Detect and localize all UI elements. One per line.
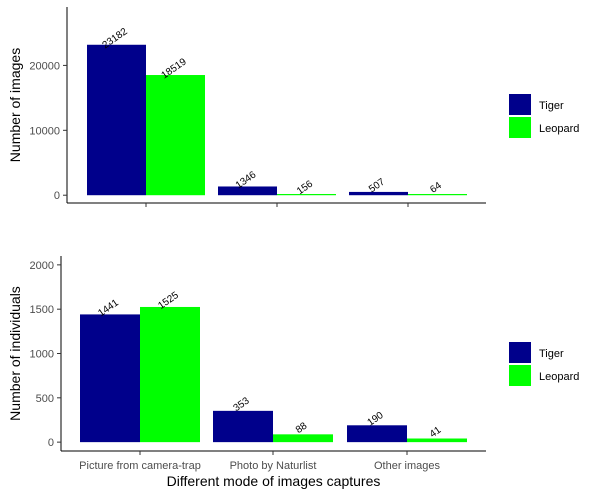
legend-swatch-leopard (509, 365, 531, 386)
y-tick-label: 1500 (30, 304, 54, 316)
bar-tiger-other-images (347, 425, 407, 443)
y-tick-label: 20000 (29, 60, 60, 72)
bar-leopard-photo-by-naturlist (273, 434, 333, 443)
bar-leopard-other-images (408, 194, 467, 196)
legend-label-leopard: Leopard (539, 371, 579, 383)
bar-tiger-other-images (349, 191, 408, 196)
data-label-leopard: 41 (428, 425, 444, 441)
x-tick-label-photo-by-naturlist: Photo by Naturlist (230, 460, 317, 472)
y-tick-label: 1000 (30, 349, 54, 361)
x-tick-label-other-images: Other images (374, 460, 441, 472)
bar-leopard-other-images (407, 438, 467, 443)
bar-tiger-picture-from-camera-trap (80, 314, 140, 443)
x-tick-label-picture-from-camera-trap: Picture from camera-trap (79, 460, 201, 472)
legend-swatch-tiger (509, 342, 531, 363)
y-tick-label: 0 (54, 190, 60, 202)
data-label-leopard: 64 (428, 180, 444, 196)
legend-label-tiger: Tiger (539, 100, 564, 112)
legend-label-leopard: Leopard (539, 123, 579, 135)
bar-tiger-photo-by-naturlist (218, 186, 277, 196)
y-axis-title: Number of images (7, 48, 23, 162)
bar-leopard-picture-from-camera-trap (146, 75, 205, 196)
bar-leopard-picture-from-camera-trap (140, 306, 200, 443)
legend-swatch-leopard (509, 117, 531, 138)
y-tick-label: 10000 (29, 125, 60, 137)
y-axis-title: Number of individuals (7, 286, 23, 421)
data-label-leopard: 88 (294, 420, 310, 436)
legend-swatch-tiger (509, 94, 531, 115)
y-tick-label: 2000 (30, 260, 54, 272)
bar-tiger-picture-from-camera-trap (87, 44, 146, 196)
bar-leopard-photo-by-naturlist (277, 194, 336, 196)
y-tick-label: 500 (36, 393, 54, 405)
bar-tiger-photo-by-naturlist (213, 410, 273, 443)
panel-individuals: 0 500 1000 1500 2000 Picture from camera-trap… (7, 256, 579, 489)
y-tick-label: 0 (48, 437, 54, 449)
legend-label-tiger: Tiger (539, 348, 564, 360)
x-axis-title: Different mode of images captures (167, 473, 381, 489)
